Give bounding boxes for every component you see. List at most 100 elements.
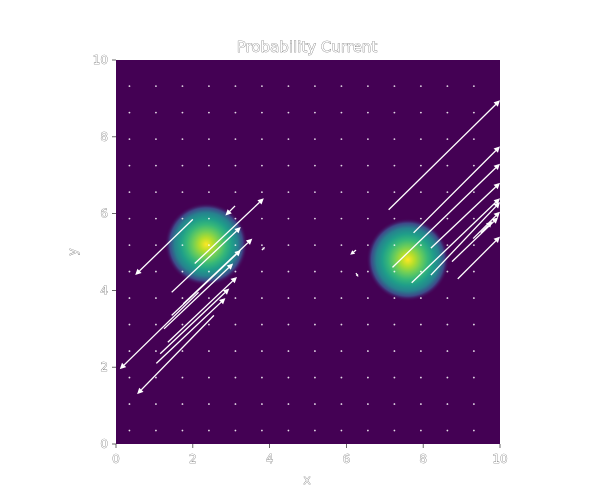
quiver-dot [234, 191, 237, 193]
quiver-dot [261, 191, 263, 193]
quiver-dot [393, 217, 396, 220]
quiver-dot [181, 429, 184, 432]
quiver-dot [128, 111, 131, 114]
arrow-shaft [480, 225, 489, 234]
current-arrow [261, 247, 265, 251]
quiver-dot [287, 350, 290, 352]
quiver-dot [287, 164, 290, 167]
arrow-shaft [472, 215, 497, 240]
arrow-head [234, 227, 241, 234]
quiver-dot [128, 138, 131, 141]
quiver-dot [340, 403, 343, 405]
quiver-dot [261, 85, 263, 88]
quiver-dot [155, 270, 157, 273]
quiver-dot [393, 191, 396, 193]
quiver-dot [472, 191, 475, 193]
quiver-dot [340, 191, 343, 193]
quiver-dot [314, 350, 316, 352]
current-arrow [194, 198, 264, 264]
quiver-dot [181, 376, 184, 379]
quiver-dot [287, 191, 290, 193]
density-peaks [164, 202, 450, 302]
quiver-dot [261, 429, 263, 432]
current-arrow [355, 272, 359, 277]
current-arrow [163, 263, 234, 330]
current-arrow [137, 314, 215, 395]
quiver-dot [367, 297, 369, 299]
quiver-dot [234, 138, 237, 141]
arrow-shaft [430, 205, 497, 276]
y-tick-label: 0 [100, 437, 108, 451]
arrow-head [493, 202, 500, 209]
quiver-dot [367, 85, 369, 88]
arrow-head [493, 100, 500, 107]
quiver-dot [472, 217, 475, 220]
quiver-dot [419, 191, 422, 193]
quiver-dot [314, 244, 316, 246]
x-tick-label: 6 [343, 452, 351, 466]
arrow-head [486, 221, 493, 228]
quiver-dot [234, 297, 237, 299]
quiver-dot [393, 164, 396, 167]
y-tick-label: 2 [100, 360, 108, 374]
quiver-dot [419, 350, 422, 352]
current-arrow [457, 236, 500, 280]
quiver-dot [181, 350, 184, 352]
quiver-dot [393, 376, 396, 379]
quiver-dot [234, 376, 237, 379]
quiver-dot [393, 85, 396, 88]
quiver-dot [314, 217, 316, 220]
quiver-dot [208, 164, 210, 167]
quiver-dot [128, 217, 131, 220]
quiver-dot [234, 429, 237, 432]
quiver-dot [261, 403, 263, 405]
quiver-dot [128, 429, 131, 432]
arrow-shaft [229, 205, 236, 212]
quiver-dot [314, 138, 316, 141]
quiver-dot [287, 323, 290, 326]
arrow-head [230, 277, 237, 284]
quiver-dot [393, 270, 396, 273]
quiver-dot [261, 217, 263, 220]
quiver-dot [208, 217, 210, 220]
quiver-dot [393, 244, 396, 246]
arrow-shaft [139, 218, 194, 272]
y-tick-label: 10 [93, 53, 108, 67]
current-arrow [155, 298, 226, 364]
quiver-dot [155, 403, 157, 405]
quiver-dot [340, 138, 343, 141]
quiver-dot [128, 270, 131, 273]
quiver-dot [367, 138, 369, 141]
quiver-dot [208, 350, 210, 352]
arrow-shaft [140, 314, 215, 391]
quiver-dot [155, 85, 157, 88]
current-arrow [472, 211, 500, 240]
quiver-dot [472, 297, 475, 299]
quiver-dot [340, 297, 343, 299]
quiver-dot [181, 323, 184, 326]
quiver-dot [340, 270, 343, 273]
quiver-dot [208, 191, 210, 193]
quiver-dot [340, 244, 343, 246]
quiver-dot [367, 323, 369, 326]
quiver-dot [446, 111, 449, 114]
quiver-dot [314, 191, 316, 193]
quiver-dot [367, 429, 369, 432]
quiver-dot [419, 429, 422, 432]
quiver-dot [314, 270, 316, 273]
quiver-dot [446, 138, 449, 141]
quiver-dot [314, 429, 316, 432]
arrow-shaft [159, 292, 226, 355]
x-tick-label: 8 [419, 452, 427, 466]
quiver-dot [419, 164, 422, 167]
quiver-dot [128, 85, 131, 88]
quiver-dot [446, 164, 449, 167]
quiver-dot [261, 164, 263, 167]
current-arrow [171, 227, 241, 293]
quiver-dot [393, 323, 396, 326]
arrow-head [262, 247, 265, 250]
quiver-dot [367, 111, 369, 114]
quiver-dot [314, 297, 316, 299]
y-tick-label: 6 [100, 207, 108, 221]
